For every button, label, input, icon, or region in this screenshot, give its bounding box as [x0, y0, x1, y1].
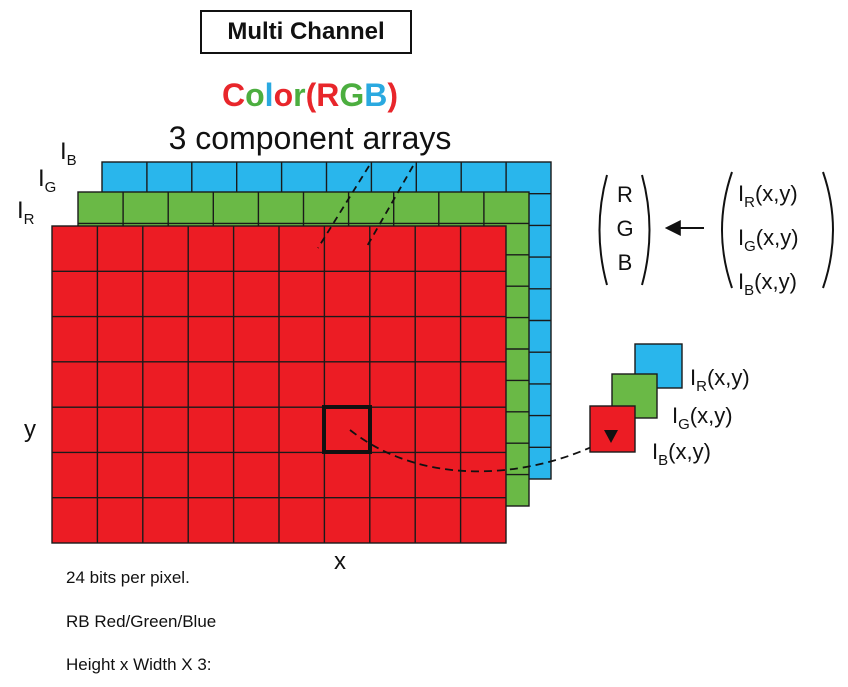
pixel-arrowhead — [604, 430, 618, 443]
red-channel-layer — [51, 225, 507, 544]
red-grid-lines — [51, 225, 507, 544]
x-axis-label: x — [334, 548, 346, 575]
intensity-vector-b: IB(x,y) — [738, 269, 797, 299]
dashed-depth-line-left — [317, 165, 370, 249]
selected-pixel — [322, 405, 372, 454]
rgb-vector-right-paren — [641, 174, 651, 286]
heading-char-8: B — [364, 77, 388, 113]
green-layer-label: IG — [38, 165, 57, 196]
intensity-vector-left-paren — [721, 171, 733, 289]
heading-char-3: o — [273, 77, 294, 113]
note-rgb: RB Red/Green/Blue — [66, 612, 217, 631]
heading-char-0: C — [222, 77, 246, 113]
red-layer-label: IR — [17, 197, 35, 228]
rgb-vector-b: B — [617, 250, 633, 275]
pixel-to-stack-arrow — [349, 429, 597, 473]
note-bits-per-pixel: 24 bits per pixel. — [66, 568, 190, 587]
heading-char-1: o — [245, 77, 265, 113]
heading-char-9: ) — [387, 77, 398, 113]
pixel-label-g: IG(x,y) — [672, 403, 733, 433]
rgb-vector-left-paren — [598, 174, 608, 286]
diagram-title: Multi Channel — [200, 10, 412, 54]
intensity-vector: IR(x,y) IG(x,y) IB(x,y) — [738, 176, 799, 308]
component-arrays-subheading: 3 component arrays — [168, 120, 452, 156]
heading-char-5: ( — [305, 77, 317, 113]
rgb-vector-g: G — [616, 216, 634, 241]
intensity-vector-right-paren — [822, 171, 834, 289]
pixel-label-r: IR(x,y) — [690, 365, 750, 395]
note-dimensions: Height x Width X 3: — [66, 655, 212, 674]
rgb-vector-r: R — [617, 182, 633, 207]
heading-char-6: R — [316, 77, 340, 113]
intensity-vector-g: IG(x,y) — [738, 225, 799, 255]
rgb-vector: R G B — [612, 178, 638, 280]
heading-char-7: G — [339, 77, 365, 113]
y-axis-label: y — [24, 416, 36, 443]
blue-layer-label: IB — [60, 138, 77, 169]
pixel-red-square — [589, 405, 636, 453]
dashed-depth-line-right — [365, 165, 414, 249]
pixel-label-b: IB(x,y) — [652, 439, 711, 469]
heading-char-2: l — [264, 77, 274, 113]
intensity-vector-r: IR(x,y) — [738, 181, 798, 211]
heading-char-4: r — [293, 77, 306, 113]
color-rgb-heading: Color(RGB) — [150, 76, 470, 114]
